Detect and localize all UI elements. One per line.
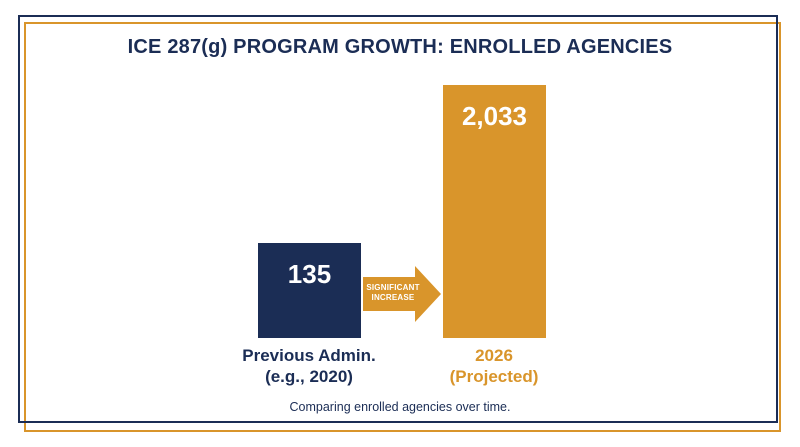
bar-value-label: 135 (287, 259, 332, 289)
chart-title: ICE 287(g) PROGRAM GROWTH: ENROLLED AGEN… (127, 36, 673, 58)
outer-navy-frame (18, 15, 778, 423)
bar-2026-projected: 2,033 (443, 85, 546, 338)
chart-caption: Comparing enrolled agencies over time. (289, 400, 511, 414)
category-label-previous-admin: Previous Admin. (e.g., 2020) (242, 346, 376, 386)
category-label-2026-projected: 2026 (Projected) (449, 346, 539, 386)
arrow-annotation-text: SIGNIFICANT INCREASE (366, 283, 420, 302)
bar-value-label: 2,033 (461, 101, 528, 131)
increase-arrow-icon (363, 266, 441, 322)
bar-previous-admin: 135 (258, 243, 361, 338)
outer-gold-frame (24, 22, 781, 432)
